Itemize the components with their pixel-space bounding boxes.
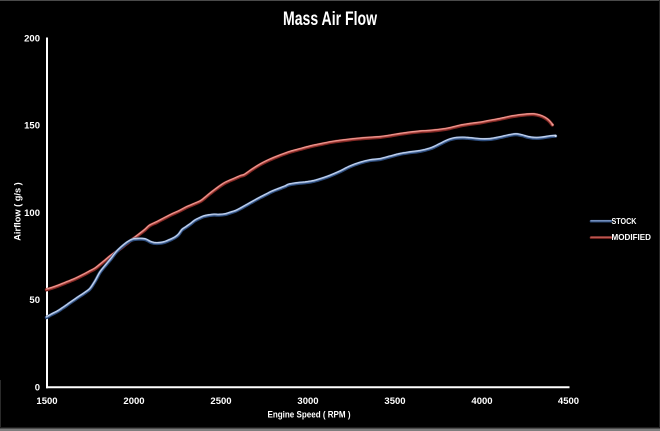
svg-text:0: 0 [35, 383, 40, 394]
svg-text:150: 150 [24, 121, 40, 132]
svg-text:Engine Speed ( RPM ): Engine Speed ( RPM ) [268, 410, 351, 421]
svg-text:3000: 3000 [297, 396, 318, 407]
svg-text:2000: 2000 [123, 396, 144, 407]
svg-text:2500: 2500 [210, 396, 231, 407]
svg-text:1500: 1500 [36, 396, 57, 407]
svg-text:Airflow ( g/s ): Airflow ( g/s ) [13, 182, 23, 241]
svg-text:50: 50 [29, 295, 40, 306]
svg-text:100: 100 [24, 208, 40, 219]
svg-text:200: 200 [24, 34, 40, 45]
svg-text:4000: 4000 [471, 396, 492, 407]
svg-text:3500: 3500 [384, 396, 405, 407]
svg-text:STOCK: STOCK [612, 217, 637, 226]
svg-text:4500: 4500 [558, 396, 579, 407]
svg-text:Mass Air Flow: Mass Air Flow [283, 9, 377, 30]
svg-text:MODIFIED: MODIFIED [612, 233, 652, 242]
